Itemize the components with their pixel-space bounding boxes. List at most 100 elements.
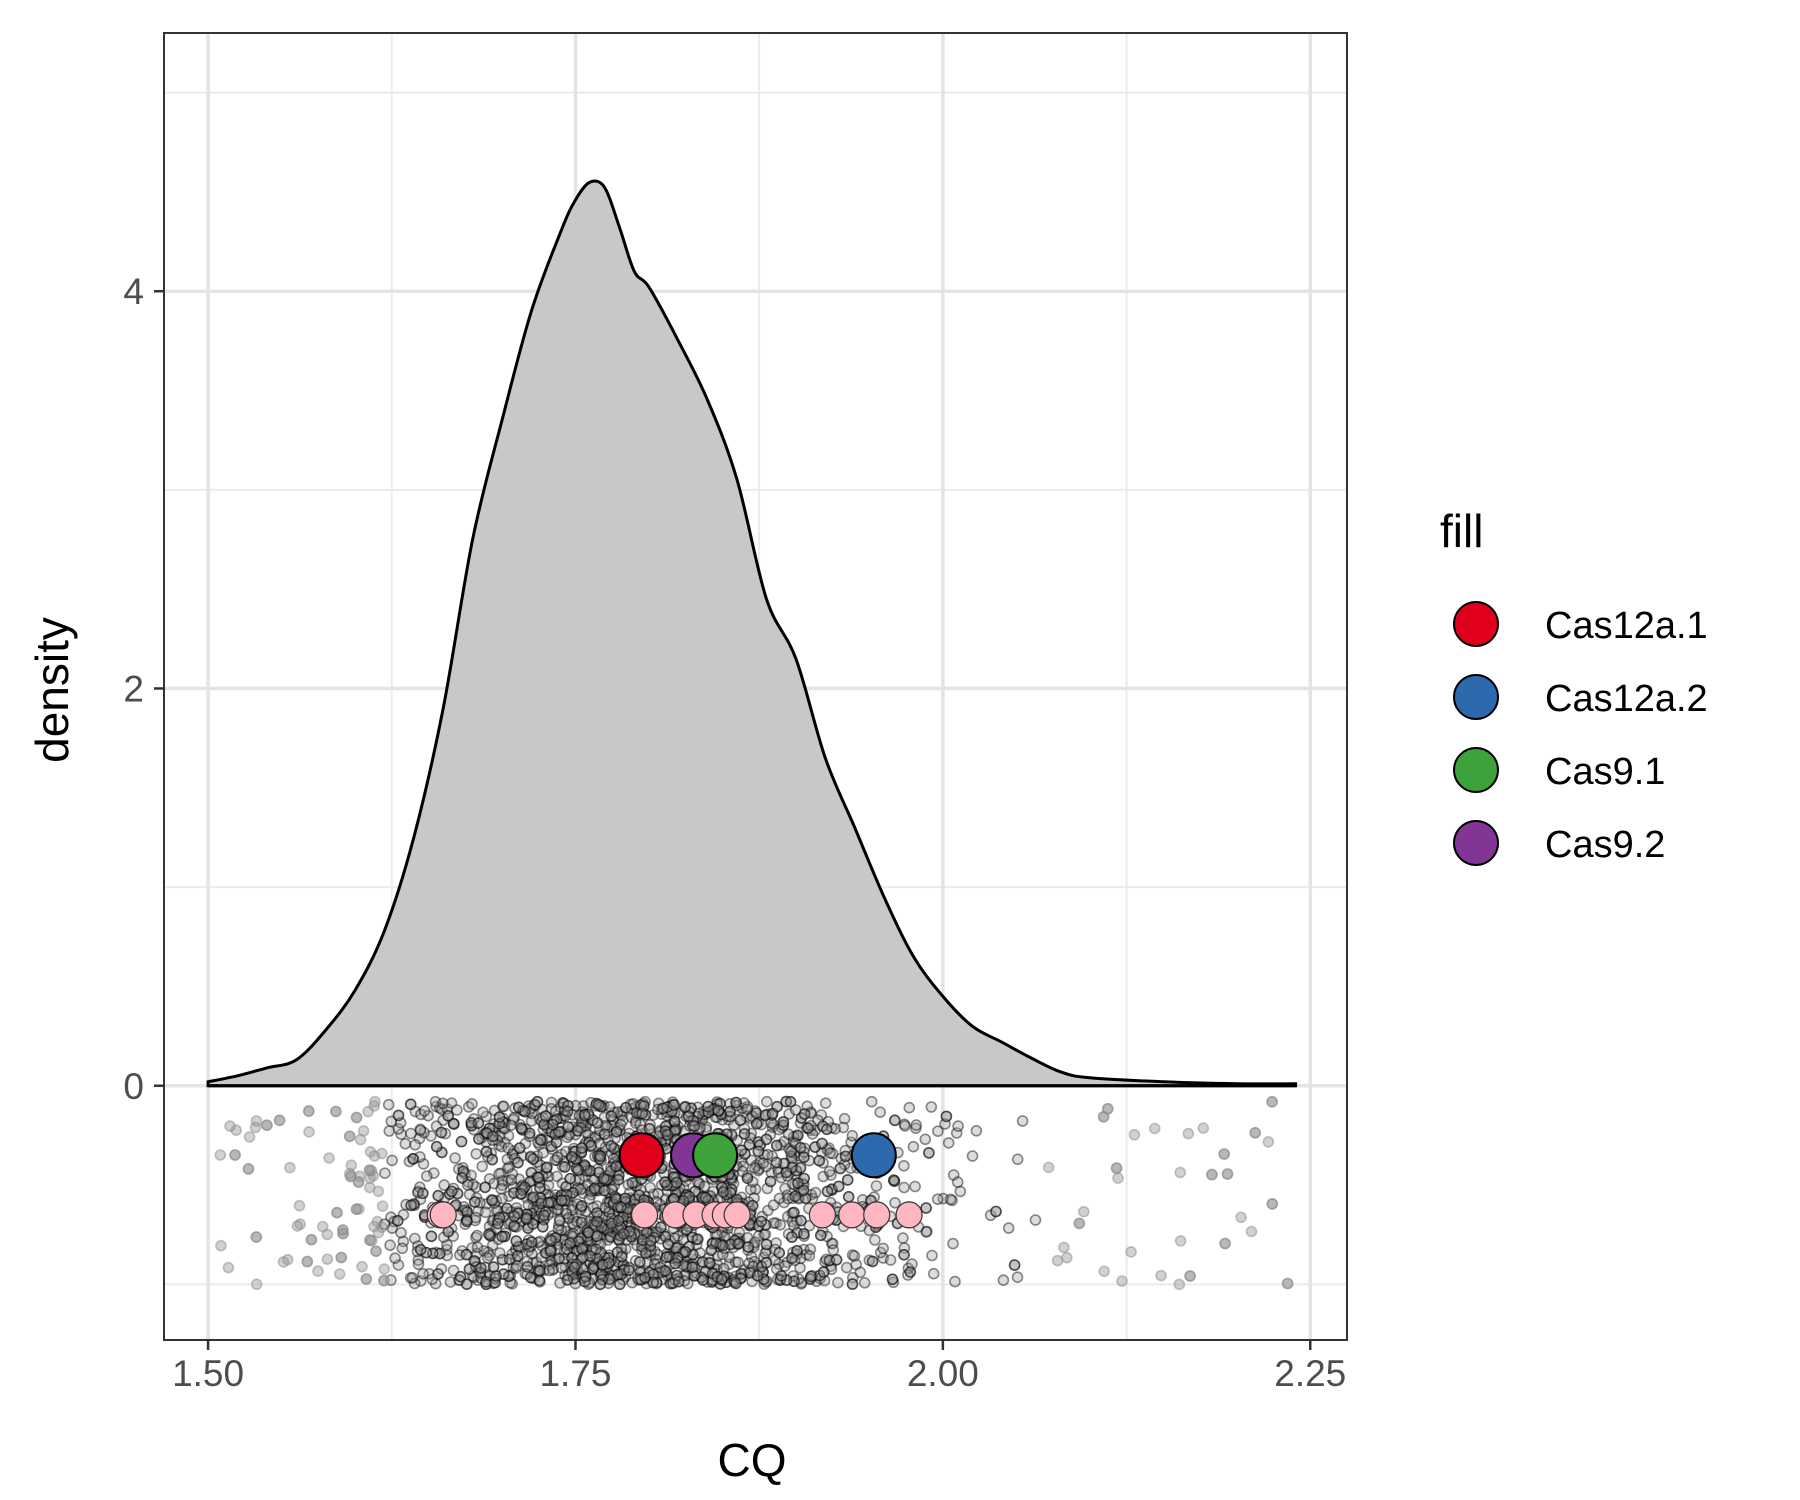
jitter-point — [803, 1154, 816, 1167]
jitter-point — [661, 1109, 673, 1122]
jitter-point — [647, 1188, 660, 1201]
jitter-point — [531, 1266, 544, 1279]
x-axis: 1.50 1.75 2.00 2.25 — [172, 1340, 1346, 1394]
jitter-point — [764, 1175, 777, 1188]
jitter-point — [1155, 1269, 1167, 1282]
jitter-point — [522, 1234, 535, 1246]
jitter-point — [534, 1182, 546, 1194]
jitter-point — [605, 1190, 618, 1203]
jitter-point — [214, 1149, 227, 1161]
jitter-point — [830, 1254, 843, 1266]
jitter-point — [730, 1104, 743, 1116]
jitter-point — [1051, 1254, 1064, 1267]
jitter-point — [455, 1135, 468, 1148]
jitter-point — [786, 1252, 798, 1264]
jitter-point — [760, 1238, 773, 1251]
jitter-point — [598, 1099, 610, 1112]
jitter-point — [559, 1261, 572, 1274]
jitter-point — [484, 1230, 497, 1242]
jitter-point — [558, 1104, 571, 1117]
jitter-point — [654, 1124, 666, 1137]
jitter-point — [499, 1116, 511, 1129]
jitter-point — [1128, 1129, 1141, 1141]
jitter-point — [1281, 1277, 1294, 1290]
jitter-point — [814, 1229, 827, 1242]
jitter-point — [468, 1255, 481, 1267]
jitter-point — [697, 1109, 709, 1121]
jitter-point — [663, 1119, 676, 1131]
jitter-point — [493, 1211, 506, 1224]
jitter-point — [588, 1184, 601, 1197]
jitter-point — [648, 1231, 660, 1244]
jitter-point — [594, 1278, 607, 1291]
jitter-point — [384, 1239, 396, 1251]
jitter-point — [432, 1268, 444, 1280]
jitter-point — [457, 1162, 469, 1174]
jitter-point — [522, 1244, 535, 1257]
jitter-point — [798, 1108, 811, 1120]
jitter-point — [775, 1139, 787, 1151]
jitter-point — [813, 1269, 826, 1282]
jitter-point — [710, 1237, 722, 1249]
jitter-point — [588, 1182, 601, 1195]
jitter-point — [617, 1258, 630, 1271]
jitter-point — [586, 1114, 599, 1126]
jitter-point — [764, 1175, 777, 1188]
jitter-point — [493, 1111, 506, 1123]
jitter-point — [745, 1127, 758, 1140]
jitter-point — [657, 1102, 669, 1115]
jitter-point — [718, 1270, 731, 1282]
jitter-point — [591, 1216, 604, 1228]
jitter-point — [657, 1102, 669, 1115]
jitter-point — [970, 1125, 983, 1137]
jitter-point — [741, 1232, 754, 1244]
jitter-point — [809, 1124, 822, 1137]
jitter-point — [784, 1167, 796, 1179]
jitter-point — [588, 1174, 600, 1186]
jitter-point — [508, 1111, 520, 1124]
jitter-point — [525, 1247, 538, 1260]
jitter-point — [611, 1228, 624, 1240]
jitter-point — [455, 1135, 468, 1148]
jitter-point — [518, 1181, 531, 1194]
jitter-point — [886, 1273, 899, 1286]
jitter-point — [877, 1242, 890, 1255]
jitter-point — [502, 1175, 514, 1187]
jitter-point — [535, 1251, 548, 1264]
jitter-point — [456, 1172, 468, 1184]
jitter-point — [697, 1190, 710, 1203]
jitter-point — [350, 1111, 363, 1124]
jitter-point — [591, 1200, 604, 1212]
jitter-point — [582, 1226, 595, 1239]
jitter-point — [824, 1147, 836, 1159]
jitter-point — [804, 1243, 817, 1256]
jitter-point — [527, 1213, 540, 1226]
jitter-point — [682, 1261, 695, 1274]
jitter-point — [570, 1258, 583, 1270]
jitter-point — [874, 1246, 887, 1259]
jitter-point — [521, 1208, 533, 1221]
jitter-point — [766, 1121, 779, 1134]
jitter-point — [391, 1215, 404, 1227]
jitter-point — [617, 1211, 629, 1223]
jitter-point — [816, 1120, 829, 1132]
jitter-point — [469, 1256, 482, 1268]
jitter-point — [1058, 1241, 1070, 1254]
jitter-point — [665, 1107, 678, 1120]
jitter-point — [798, 1228, 810, 1240]
jitter-point — [1002, 1222, 1015, 1234]
jitter-point — [591, 1207, 603, 1219]
jitter-point — [520, 1238, 533, 1250]
jitter-point — [587, 1263, 600, 1276]
jitter-point — [612, 1229, 625, 1242]
jitter-point — [760, 1256, 773, 1269]
jitter-point — [460, 1248, 473, 1261]
jitter-point — [779, 1182, 791, 1195]
jitter-point — [579, 1160, 591, 1173]
jitter-point — [731, 1237, 743, 1250]
jitter-point — [788, 1275, 800, 1288]
jitter-point — [561, 1274, 574, 1286]
jitter-point — [602, 1252, 615, 1264]
jitter-point — [447, 1230, 460, 1242]
